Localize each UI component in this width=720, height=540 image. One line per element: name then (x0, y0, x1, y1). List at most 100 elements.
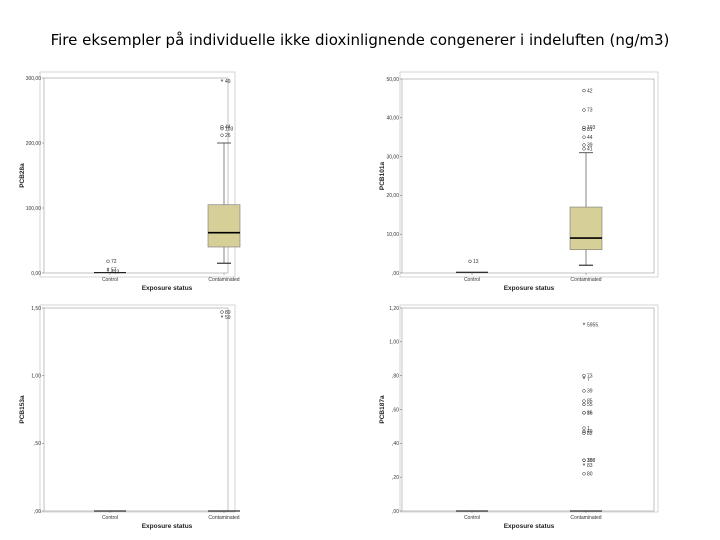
outlier-label: 39 (587, 389, 593, 395)
y-tick-label: 1,00 (31, 373, 41, 379)
x-tick-label: Contaminated (208, 515, 239, 521)
outlier-circle (582, 411, 586, 415)
outlier-star: * (221, 79, 224, 86)
y-tick-label: ,20 (392, 475, 399, 481)
outlier-label: 26 (225, 133, 231, 139)
outlier-label: 44 (225, 124, 231, 130)
outlier-circle (582, 389, 586, 393)
y-tick-label: 10,00 (386, 232, 399, 238)
outlier-label: 80 (587, 471, 593, 477)
box-iqr (569, 206, 603, 251)
chart-panel-pcb28: 0,00 100,00 200,00 300,00 Control Contaminate… (10, 62, 272, 302)
outlier-label: 5955 (587, 323, 598, 329)
y-tick-label: 200,00 (26, 141, 42, 147)
x-tick-label: Control (464, 515, 480, 521)
chart-frame (39, 71, 236, 278)
outlier-circle (468, 259, 472, 264)
outlier-circle (582, 399, 586, 403)
outlier-circle (582, 127, 586, 132)
y-tick-label: 100,00 (26, 206, 42, 212)
x-axis-label: Exposure status (504, 523, 555, 530)
outlier-circle (582, 472, 586, 476)
outlier-label: 16 (587, 411, 593, 417)
outlier-circle (582, 458, 586, 462)
x-tick-label: Contaminated (208, 277, 239, 283)
x-tick-label: Control (102, 277, 118, 283)
outlier-label: 57 (111, 267, 117, 273)
x-axis-label: Exposure status (142, 523, 193, 530)
outlier-circle (106, 259, 110, 263)
outlier-star: * (107, 267, 110, 274)
y-axis-label: PCB101a (379, 162, 386, 191)
outlier-circle (582, 402, 586, 407)
outlier-label: 85 (587, 399, 593, 405)
outlier-label: 73 (587, 108, 593, 114)
x-tick-label: Control (464, 277, 480, 283)
outlier-star: * (221, 315, 224, 322)
outlier-label: 49 (225, 79, 231, 85)
x-axis-label: Exposure status (504, 285, 555, 292)
outlier-label: 423 (111, 269, 120, 275)
outlier-circle (582, 143, 586, 147)
plot-area (43, 307, 229, 512)
outlier-label: 41 (587, 147, 593, 153)
outlier-label: 73 (587, 373, 593, 379)
outlier-circle (220, 127, 224, 131)
outlier-star: * (583, 463, 586, 470)
outlier-label: 55 (587, 402, 593, 408)
boxplot-pcb101: ,00 10,00 20,00 30,00 40,00 50,00 Control Conta… (379, 71, 659, 292)
outlier-label: 49 (587, 429, 593, 435)
outlier-circle (582, 147, 586, 151)
y-tick-label: 0,00 (31, 271, 41, 277)
outlier-label: 89 (225, 310, 231, 316)
y-tick-label: ,60 (392, 407, 399, 413)
y-tick-label: ,80 (392, 373, 399, 379)
x-tick-label: Contaminated (570, 515, 601, 521)
boxplot-pcb187: ,00 ,20 ,40 ,60 ,80 1,00 1,20 Control Contaminat… (379, 304, 659, 530)
outlier-label: 44 (587, 135, 593, 141)
plot-area (401, 78, 655, 274)
outlier-label: 86 (587, 411, 593, 417)
boxplot-pcb153: ,00 ,50 1,00 1,50 Control Contaminated Exposur… (19, 304, 240, 530)
outlier-label: 108 (587, 458, 596, 464)
outlier-circle (582, 426, 586, 430)
outlier-label: 81 (587, 127, 593, 133)
y-tick-label: 1,00 (389, 340, 399, 346)
outlier-label: 83 (587, 463, 593, 469)
outlier-star: * (583, 322, 586, 329)
outlier-circle (582, 429, 586, 434)
slide-title: Fire eksempler på individuelle ikke diox… (50, 31, 670, 49)
outlier-circle (582, 431, 586, 435)
chart-panel-pcb187: ,00 ,20 ,40 ,60 ,80 1,00 1,20 Control Contaminat… (370, 300, 670, 540)
chart-frame (399, 304, 659, 513)
y-tick-label: 50,00 (386, 77, 399, 83)
outlier-circle (582, 374, 586, 378)
outlier-label: 7 (587, 377, 590, 383)
outlier-circle (582, 135, 586, 139)
y-tick-label: ,00 (34, 509, 41, 515)
y-axis-label: PCB187a (379, 395, 386, 424)
plot-area (43, 77, 229, 274)
outlier-circle (220, 133, 224, 137)
outlier-label: 38 (587, 458, 593, 464)
y-tick-label: 20,00 (386, 193, 399, 199)
outlier-label: 59 (225, 315, 231, 321)
outlier-label: 103 (587, 125, 596, 131)
outlier-star: * (107, 269, 110, 276)
chart-frame (39, 304, 236, 513)
y-tick-label: ,50 (34, 441, 41, 447)
chart-panel-pcb101: ,00 10,00 20,00 30,00 40,00 50,00 Control Conta… (370, 62, 670, 302)
outlier-circle (582, 125, 586, 130)
y-axis-label: PCB28a (19, 163, 26, 188)
y-axis-label: PCB153a (19, 395, 26, 424)
outlier-label: 103 (225, 126, 234, 132)
outlier-circle (582, 108, 586, 112)
outlier-star: * (583, 377, 586, 384)
y-tick-label: 40,00 (386, 116, 399, 122)
x-tick-label: Contaminated (570, 277, 601, 283)
x-axis-label: Exposure status (142, 285, 193, 292)
outlier-circle (582, 88, 586, 93)
chart-frame (399, 71, 659, 278)
outlier-label: 72 (111, 259, 117, 265)
y-tick-label: 30,00 (386, 154, 399, 160)
